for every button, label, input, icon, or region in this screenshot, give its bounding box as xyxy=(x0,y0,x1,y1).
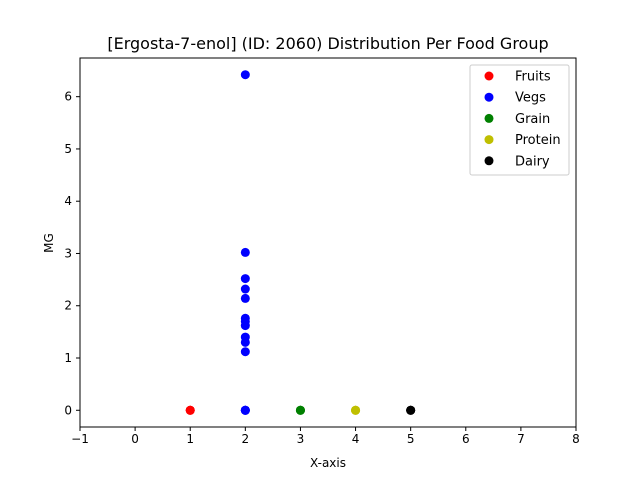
x-tick-label: −1 xyxy=(71,432,89,446)
point-vegs xyxy=(240,70,250,80)
point-vegs xyxy=(240,405,250,415)
legend-marker-vegs xyxy=(484,92,494,102)
legend-marker-protein xyxy=(484,135,494,145)
x-tick-label: 3 xyxy=(297,432,305,446)
point-dairy xyxy=(406,405,416,415)
x-tick-label: 0 xyxy=(131,432,139,446)
x-tick-label: 8 xyxy=(572,432,580,446)
x-tick-label: 5 xyxy=(407,432,415,446)
x-tick-label: 2 xyxy=(242,432,250,446)
point-vegs xyxy=(240,321,250,331)
y-tick-label: 0 xyxy=(64,403,72,417)
legend-label-fruits: Fruits xyxy=(515,70,551,85)
point-protein xyxy=(351,405,361,415)
legend-marker-dairy xyxy=(484,156,494,166)
y-tick-label: 3 xyxy=(64,246,72,260)
point-grain xyxy=(295,405,305,415)
legend-label-dairy: Dairy xyxy=(515,154,550,169)
chart-title: [Ergosta-7-enol] (ID: 2060) Distribution… xyxy=(107,34,548,53)
legend-marker-grain xyxy=(484,113,494,123)
point-vegs xyxy=(240,284,250,294)
x-tick-label: 4 xyxy=(352,432,360,446)
x-tick-label: 7 xyxy=(517,432,525,446)
point-vegs xyxy=(240,337,250,347)
y-tick-label: 6 xyxy=(64,90,72,104)
point-vegs xyxy=(240,247,250,257)
legend-label-protein: Protein xyxy=(515,133,561,148)
x-tick-label: 6 xyxy=(462,432,470,446)
point-vegs xyxy=(240,347,250,357)
y-tick-label: 2 xyxy=(64,299,72,313)
legend-label-vegs: Vegs xyxy=(515,91,546,106)
legend-box xyxy=(469,64,570,176)
x-axis-label: X-axis xyxy=(310,456,346,470)
point-fruits xyxy=(185,405,195,415)
y-axis-label: MG xyxy=(42,233,56,253)
x-tick-label: 1 xyxy=(186,432,194,446)
point-vegs xyxy=(240,274,250,284)
y-tick-label: 5 xyxy=(64,142,72,156)
point-vegs xyxy=(240,293,250,303)
axes: −1 0 1 2 3 4 5 6 7 8 0 1 2 3 4 5 6 xyxy=(64,57,580,446)
y-tick-label: 1 xyxy=(64,351,72,365)
legend-marker-fruits xyxy=(484,71,494,81)
legend-label-grain: Grain xyxy=(515,112,550,127)
y-tick-label: 4 xyxy=(64,194,72,208)
legend: Fruits Vegs Grain Protein Dairy xyxy=(469,64,570,176)
axes-frame xyxy=(79,57,577,428)
data-points xyxy=(185,70,416,415)
